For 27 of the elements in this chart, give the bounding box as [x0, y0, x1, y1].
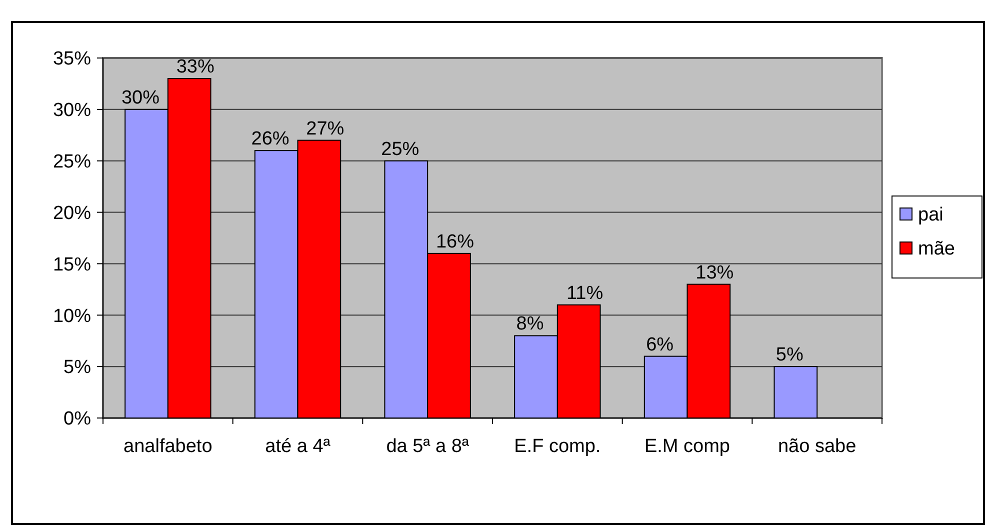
y-tick-label: 20%	[52, 202, 92, 224]
x-tick-label: não sabe	[778, 436, 856, 457]
x-tick-label: E.M comp	[644, 436, 730, 457]
legend-label: mãe	[918, 238, 955, 260]
y-tick-label: 30%	[52, 100, 92, 122]
data-label: 25%	[381, 138, 420, 160]
y-tick-label: 5%	[64, 357, 92, 378]
data-label: 8%	[516, 314, 544, 335]
data-label: 26%	[251, 128, 290, 150]
x-tick-label: até a 4ª	[265, 436, 332, 457]
y-tick-label: 35%	[52, 48, 92, 70]
data-label: 6%	[646, 334, 674, 356]
data-label: 13%	[696, 262, 734, 284]
y-tick-label: 25%	[52, 152, 92, 173]
data-label: 11%	[566, 282, 604, 304]
y-tick-label: 0%	[64, 408, 92, 430]
data-label: 30%	[121, 87, 160, 108]
y-tick-label: 10%	[52, 306, 92, 327]
data-label: 16%	[436, 231, 474, 252]
data-label: 5%	[776, 344, 804, 366]
y-tick-label: 15%	[52, 254, 92, 276]
data-label: 27%	[306, 118, 344, 140]
x-tick-label: E.F comp.	[514, 436, 601, 457]
data-label: 33%	[176, 56, 214, 78]
x-tick-label: analfabeto	[124, 436, 212, 457]
x-tick-label: da 5ª a 8ª	[386, 436, 470, 457]
legend-label: pai	[918, 204, 944, 226]
